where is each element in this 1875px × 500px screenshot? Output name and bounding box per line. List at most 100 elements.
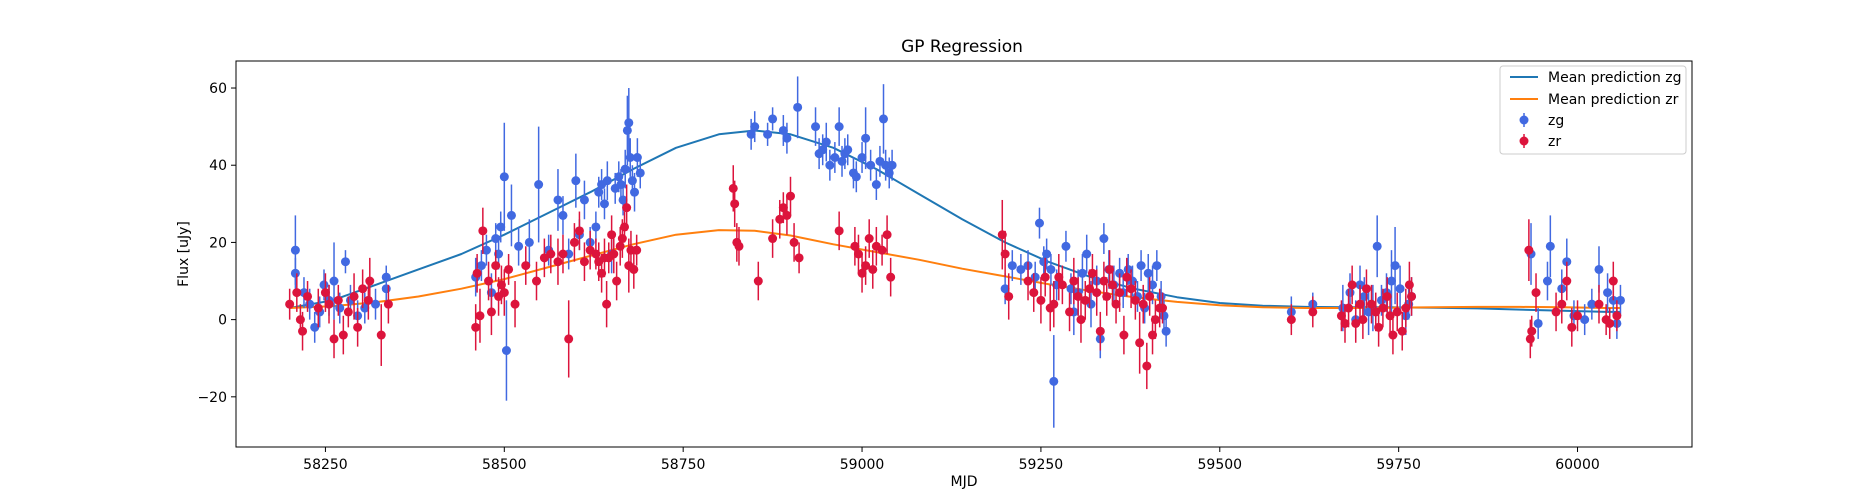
- zg-point: [496, 222, 506, 232]
- zr-point: [861, 261, 871, 271]
- legend-zg-marker-swatch: [1519, 115, 1529, 125]
- x-axis: 58250 58500 58750 59000 59250 59500 59750 60000: [303, 447, 1600, 473]
- zg-point: [811, 122, 821, 132]
- zg-point: [1046, 264, 1056, 274]
- zr-point: [1054, 272, 1064, 282]
- zr-point: [620, 222, 630, 232]
- zr-point: [579, 257, 589, 267]
- zg-point: [1061, 241, 1071, 251]
- zr-point: [629, 264, 639, 274]
- zr-point: [1401, 303, 1411, 313]
- zg-point: [340, 257, 350, 267]
- legend-zg-label: zg: [1548, 113, 1564, 129]
- zg-point: [602, 176, 612, 186]
- zr-point: [622, 203, 632, 213]
- x-tick-label: 59000: [840, 457, 885, 473]
- zr-point: [1567, 322, 1577, 332]
- zg-point: [1159, 311, 1169, 321]
- zr-point: [775, 214, 785, 224]
- zr-point: [768, 234, 778, 244]
- zr-point: [491, 261, 501, 271]
- zg-point: [371, 299, 381, 309]
- legend-zr-line-label: Mean prediction zr: [1548, 92, 1679, 108]
- zr-point: [1344, 303, 1354, 313]
- x-tick-label: 59250: [1019, 457, 1064, 473]
- zr-point: [1023, 276, 1033, 286]
- zr-point: [1092, 288, 1102, 298]
- zg-point: [534, 180, 544, 190]
- zg-point: [481, 245, 491, 255]
- zr-point: [569, 237, 579, 247]
- zg-point: [553, 195, 563, 205]
- zr-point: [1531, 288, 1541, 298]
- zg-point: [861, 133, 871, 143]
- zr-point: [602, 299, 612, 309]
- zr-point: [353, 322, 363, 332]
- zg-point: [1603, 288, 1613, 298]
- zg-point: [746, 129, 756, 139]
- zg-point: [579, 195, 589, 205]
- zg-point: [499, 172, 509, 182]
- zr-point: [1102, 291, 1112, 301]
- zr-point: [1115, 288, 1125, 298]
- zg-point: [871, 180, 881, 190]
- zr-point: [853, 249, 863, 259]
- zr-point: [1076, 315, 1086, 325]
- zg-point: [857, 153, 867, 162]
- zg-point: [1594, 264, 1604, 274]
- zr-point: [343, 307, 353, 317]
- y-tick-label: 40: [209, 158, 227, 174]
- y-axis: −20 0 20 40 60: [197, 81, 236, 406]
- zr-point: [778, 203, 788, 213]
- x-axis-label: MJD: [951, 474, 978, 490]
- zr-point: [472, 268, 482, 278]
- zg-point: [620, 164, 630, 174]
- zr-point: [1308, 307, 1318, 317]
- x-tick-label: 59750: [1376, 457, 1421, 473]
- zr-point: [728, 183, 738, 193]
- legend-box: [1499, 65, 1687, 155]
- zr-point: [1340, 318, 1350, 328]
- zr-point: [864, 234, 874, 244]
- zr-point: [857, 268, 867, 278]
- zg-point: [635, 168, 645, 178]
- zr-point: [510, 299, 520, 309]
- zg-point: [501, 346, 511, 355]
- zg-point: [625, 153, 635, 162]
- zr-point: [1130, 295, 1140, 305]
- zg-point: [821, 137, 831, 147]
- zg-point: [1615, 295, 1625, 305]
- zr-point: [1525, 334, 1535, 344]
- zg-point: [290, 268, 300, 278]
- zr-point: [1145, 291, 1155, 301]
- zg-point: [558, 210, 568, 220]
- zg-point: [1082, 249, 1092, 259]
- chart-title: GP Regression: [901, 37, 1023, 57]
- y-axis-label: Flux [uJy]: [176, 221, 192, 287]
- zg-point: [1099, 234, 1109, 244]
- zr-point: [1040, 272, 1050, 282]
- zr-point: [1049, 299, 1059, 309]
- zg-point: [1156, 291, 1166, 301]
- zr-point: [475, 311, 485, 321]
- zg-point: [1049, 376, 1059, 386]
- zr-point: [1378, 303, 1388, 313]
- zr-point: [303, 291, 313, 301]
- zg-point: [571, 176, 581, 186]
- zr-point: [1036, 295, 1046, 305]
- zg-point: [1545, 241, 1555, 251]
- legend-zg-line-label: Mean prediction zg: [1548, 70, 1682, 86]
- zg-point: [830, 153, 840, 162]
- zr-point: [615, 241, 625, 251]
- zr-point: [1107, 280, 1117, 290]
- zr-point: [1358, 315, 1368, 325]
- zg-point: [305, 299, 315, 309]
- zr-point: [1150, 315, 1160, 325]
- zr-point: [1524, 245, 1534, 255]
- zg-point: [1007, 261, 1017, 271]
- zr-point: [607, 230, 617, 240]
- zr-point: [1562, 276, 1572, 286]
- zr-point: [1397, 326, 1407, 336]
- zr-point: [532, 276, 542, 286]
- zr-point: [324, 299, 334, 309]
